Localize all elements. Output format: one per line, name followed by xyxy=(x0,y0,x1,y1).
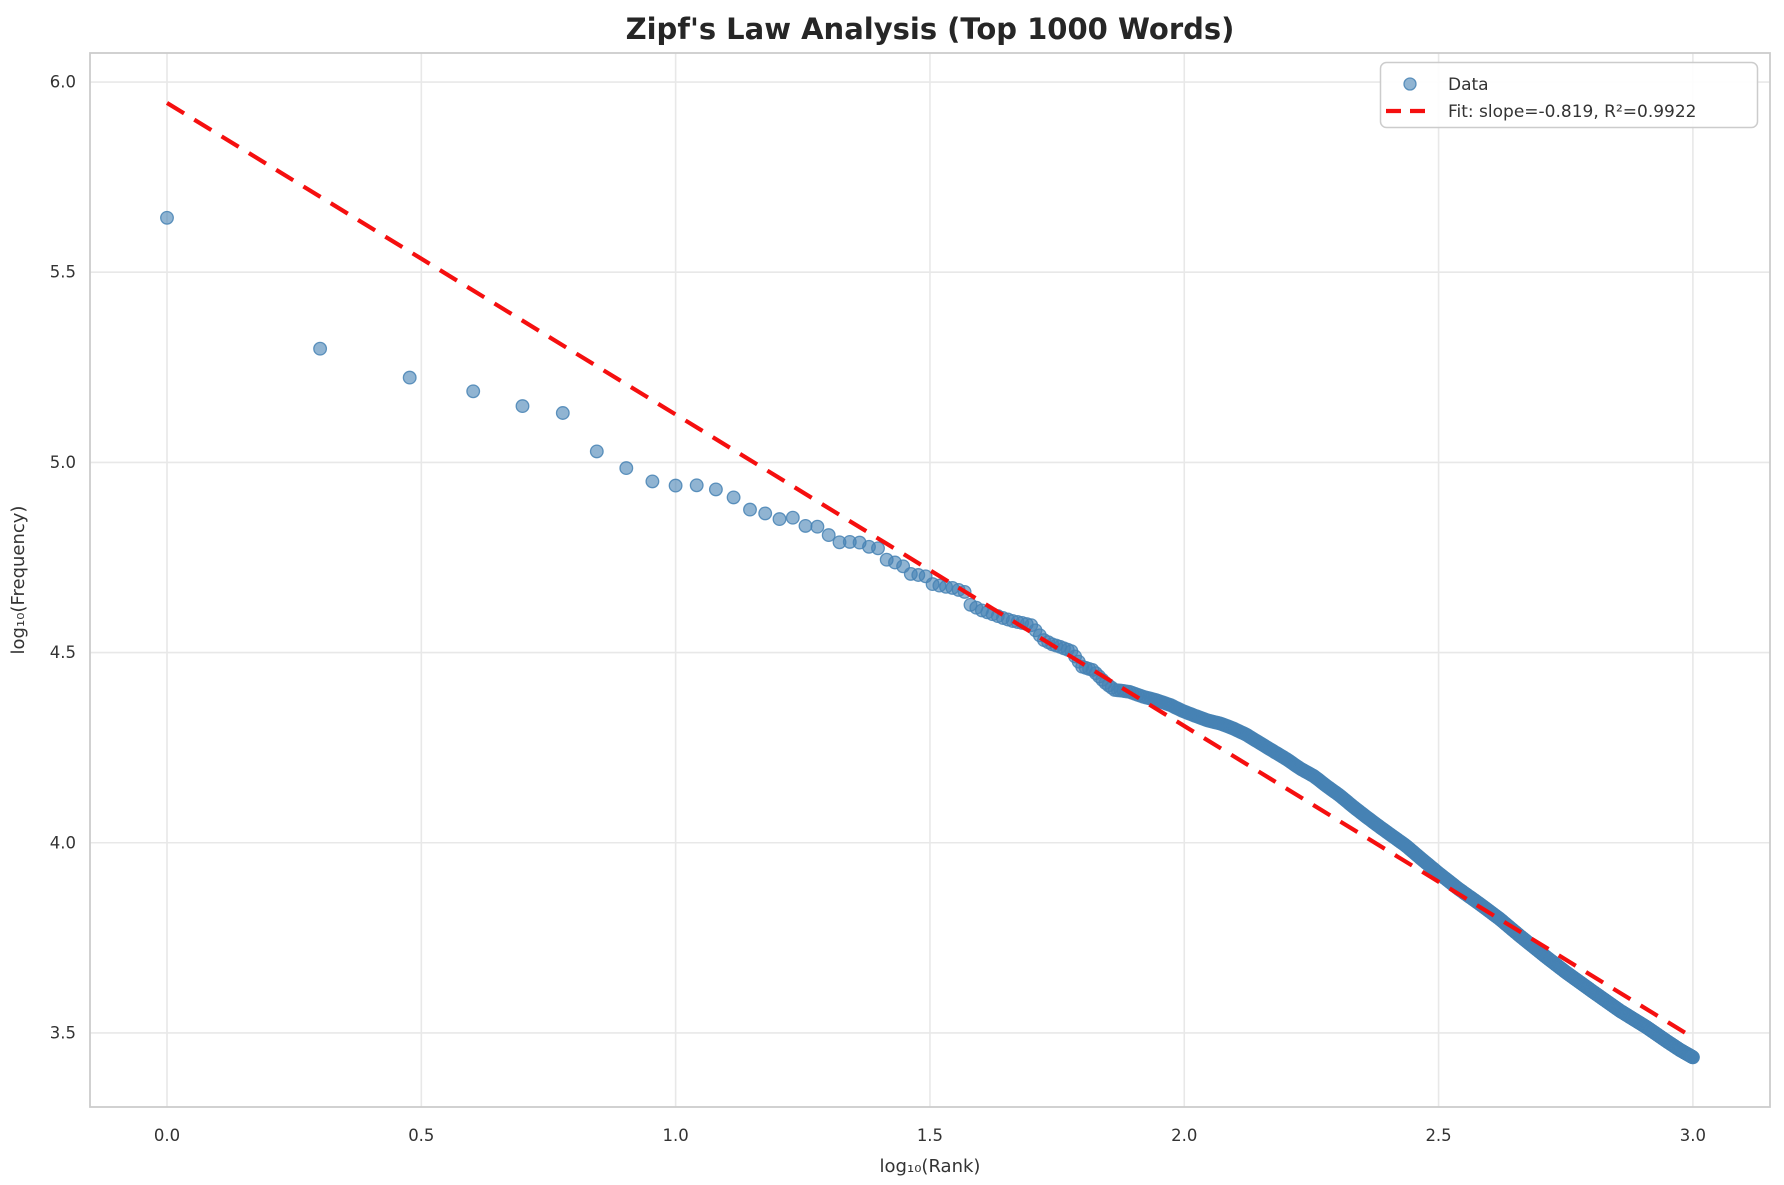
data-point xyxy=(589,444,604,459)
data-point xyxy=(758,506,773,521)
data-point xyxy=(708,482,723,497)
y-tick-label: 5.0 xyxy=(50,453,76,472)
x-tick-label: 2.5 xyxy=(1425,1126,1451,1145)
legend-label-fit: Fit: slope=-0.819, R²=0.9922 xyxy=(1448,102,1697,122)
x-tick-label: 3.0 xyxy=(1680,1126,1706,1145)
data-point xyxy=(798,518,813,533)
y-tick-label: 5.5 xyxy=(50,263,76,282)
y-tick-label: 4.0 xyxy=(50,833,76,852)
x-tick-label: 0.5 xyxy=(408,1126,434,1145)
legend: Data Fit: slope=-0.819, R²=0.9922 xyxy=(1379,61,1759,129)
fit-line xyxy=(165,101,1694,1040)
y-tick-label: 4.5 xyxy=(50,643,76,662)
legend-label-data: Data xyxy=(1448,75,1489,95)
y-axis-label: log₁₀(Frequency) xyxy=(8,506,29,655)
y-tick-label: 3.5 xyxy=(50,1023,76,1042)
data-point xyxy=(402,370,417,385)
scatter-series-data xyxy=(160,210,1700,1065)
data-point xyxy=(466,384,481,399)
data-point xyxy=(726,490,741,505)
y-tick-label: 6.0 xyxy=(50,73,76,92)
x-tick-label: 1.5 xyxy=(917,1126,943,1145)
data-point xyxy=(772,512,787,527)
data-point xyxy=(619,461,634,476)
fit-line-segment xyxy=(165,101,1694,1040)
data-point xyxy=(810,519,825,534)
legend-data-marker-icon xyxy=(1403,77,1417,91)
data-point xyxy=(515,399,530,414)
x-tick-label: 0.0 xyxy=(154,1126,180,1145)
x-tick-label: 2.0 xyxy=(1171,1126,1197,1145)
plot-frame xyxy=(89,52,1771,1108)
chart-title: Zipf's Law Analysis (Top 1000 Words) xyxy=(626,12,1235,46)
data-point xyxy=(313,341,328,356)
data-point xyxy=(821,528,836,543)
data-point xyxy=(785,510,800,525)
y-tick-labels: 3.5 4.0 4.5 5.0 5.5 6.0 xyxy=(50,73,76,1043)
data-point xyxy=(743,502,757,517)
data-point xyxy=(689,478,704,493)
data-point xyxy=(555,406,570,420)
data-point xyxy=(668,478,683,493)
x-tick-label: 1.0 xyxy=(663,1126,689,1145)
data-point xyxy=(1685,1050,1700,1065)
x-axis-label: log₁₀(Rank) xyxy=(880,1156,981,1177)
data-point xyxy=(645,474,660,489)
data-point xyxy=(871,541,885,556)
data-point xyxy=(160,210,174,225)
x-tick-labels: 0.0 0.5 1.0 1.5 2.0 2.5 3.0 xyxy=(154,1126,1706,1145)
legend-box xyxy=(1379,61,1759,129)
